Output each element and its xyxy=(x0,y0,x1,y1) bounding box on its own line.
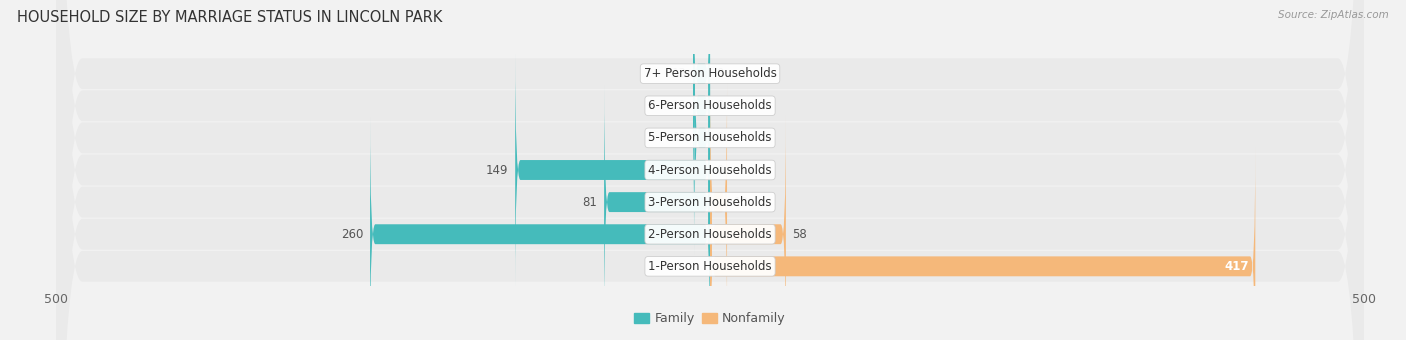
Legend: Family, Nonfamily: Family, Nonfamily xyxy=(630,307,790,330)
Text: Source: ZipAtlas.com: Source: ZipAtlas.com xyxy=(1278,10,1389,20)
Text: 3-Person Households: 3-Person Households xyxy=(648,195,772,209)
FancyBboxPatch shape xyxy=(710,84,727,321)
FancyBboxPatch shape xyxy=(710,148,1256,340)
FancyBboxPatch shape xyxy=(56,0,1364,340)
FancyBboxPatch shape xyxy=(515,52,710,288)
Text: 0: 0 xyxy=(717,131,724,144)
Text: 260: 260 xyxy=(342,228,364,241)
FancyBboxPatch shape xyxy=(693,0,710,224)
FancyBboxPatch shape xyxy=(56,0,1364,340)
Text: 13: 13 xyxy=(734,195,748,209)
Text: 149: 149 xyxy=(486,164,509,176)
Text: 2-Person Households: 2-Person Households xyxy=(648,228,772,241)
FancyBboxPatch shape xyxy=(605,84,710,321)
Text: 7+ Person Households: 7+ Person Households xyxy=(644,67,776,80)
FancyBboxPatch shape xyxy=(693,0,710,192)
Text: HOUSEHOLD SIZE BY MARRIAGE STATUS IN LINCOLN PARK: HOUSEHOLD SIZE BY MARRIAGE STATUS IN LIN… xyxy=(17,10,443,25)
Text: 0: 0 xyxy=(717,164,724,176)
FancyBboxPatch shape xyxy=(370,116,710,340)
Text: 12: 12 xyxy=(673,131,688,144)
FancyBboxPatch shape xyxy=(56,0,1364,340)
FancyBboxPatch shape xyxy=(695,19,710,256)
Text: 13: 13 xyxy=(672,99,686,112)
FancyBboxPatch shape xyxy=(56,0,1364,340)
Text: 81: 81 xyxy=(582,195,598,209)
Text: 1-Person Households: 1-Person Households xyxy=(648,260,772,273)
FancyBboxPatch shape xyxy=(56,0,1364,340)
FancyBboxPatch shape xyxy=(710,116,786,340)
Text: 13: 13 xyxy=(672,67,686,80)
FancyBboxPatch shape xyxy=(56,0,1364,340)
Text: 417: 417 xyxy=(1225,260,1249,273)
Text: 6-Person Households: 6-Person Households xyxy=(648,99,772,112)
Text: 5-Person Households: 5-Person Households xyxy=(648,131,772,144)
Text: 0: 0 xyxy=(717,99,724,112)
Text: 58: 58 xyxy=(793,228,807,241)
Text: 0: 0 xyxy=(717,67,724,80)
FancyBboxPatch shape xyxy=(56,0,1364,340)
Text: 4-Person Households: 4-Person Households xyxy=(648,164,772,176)
